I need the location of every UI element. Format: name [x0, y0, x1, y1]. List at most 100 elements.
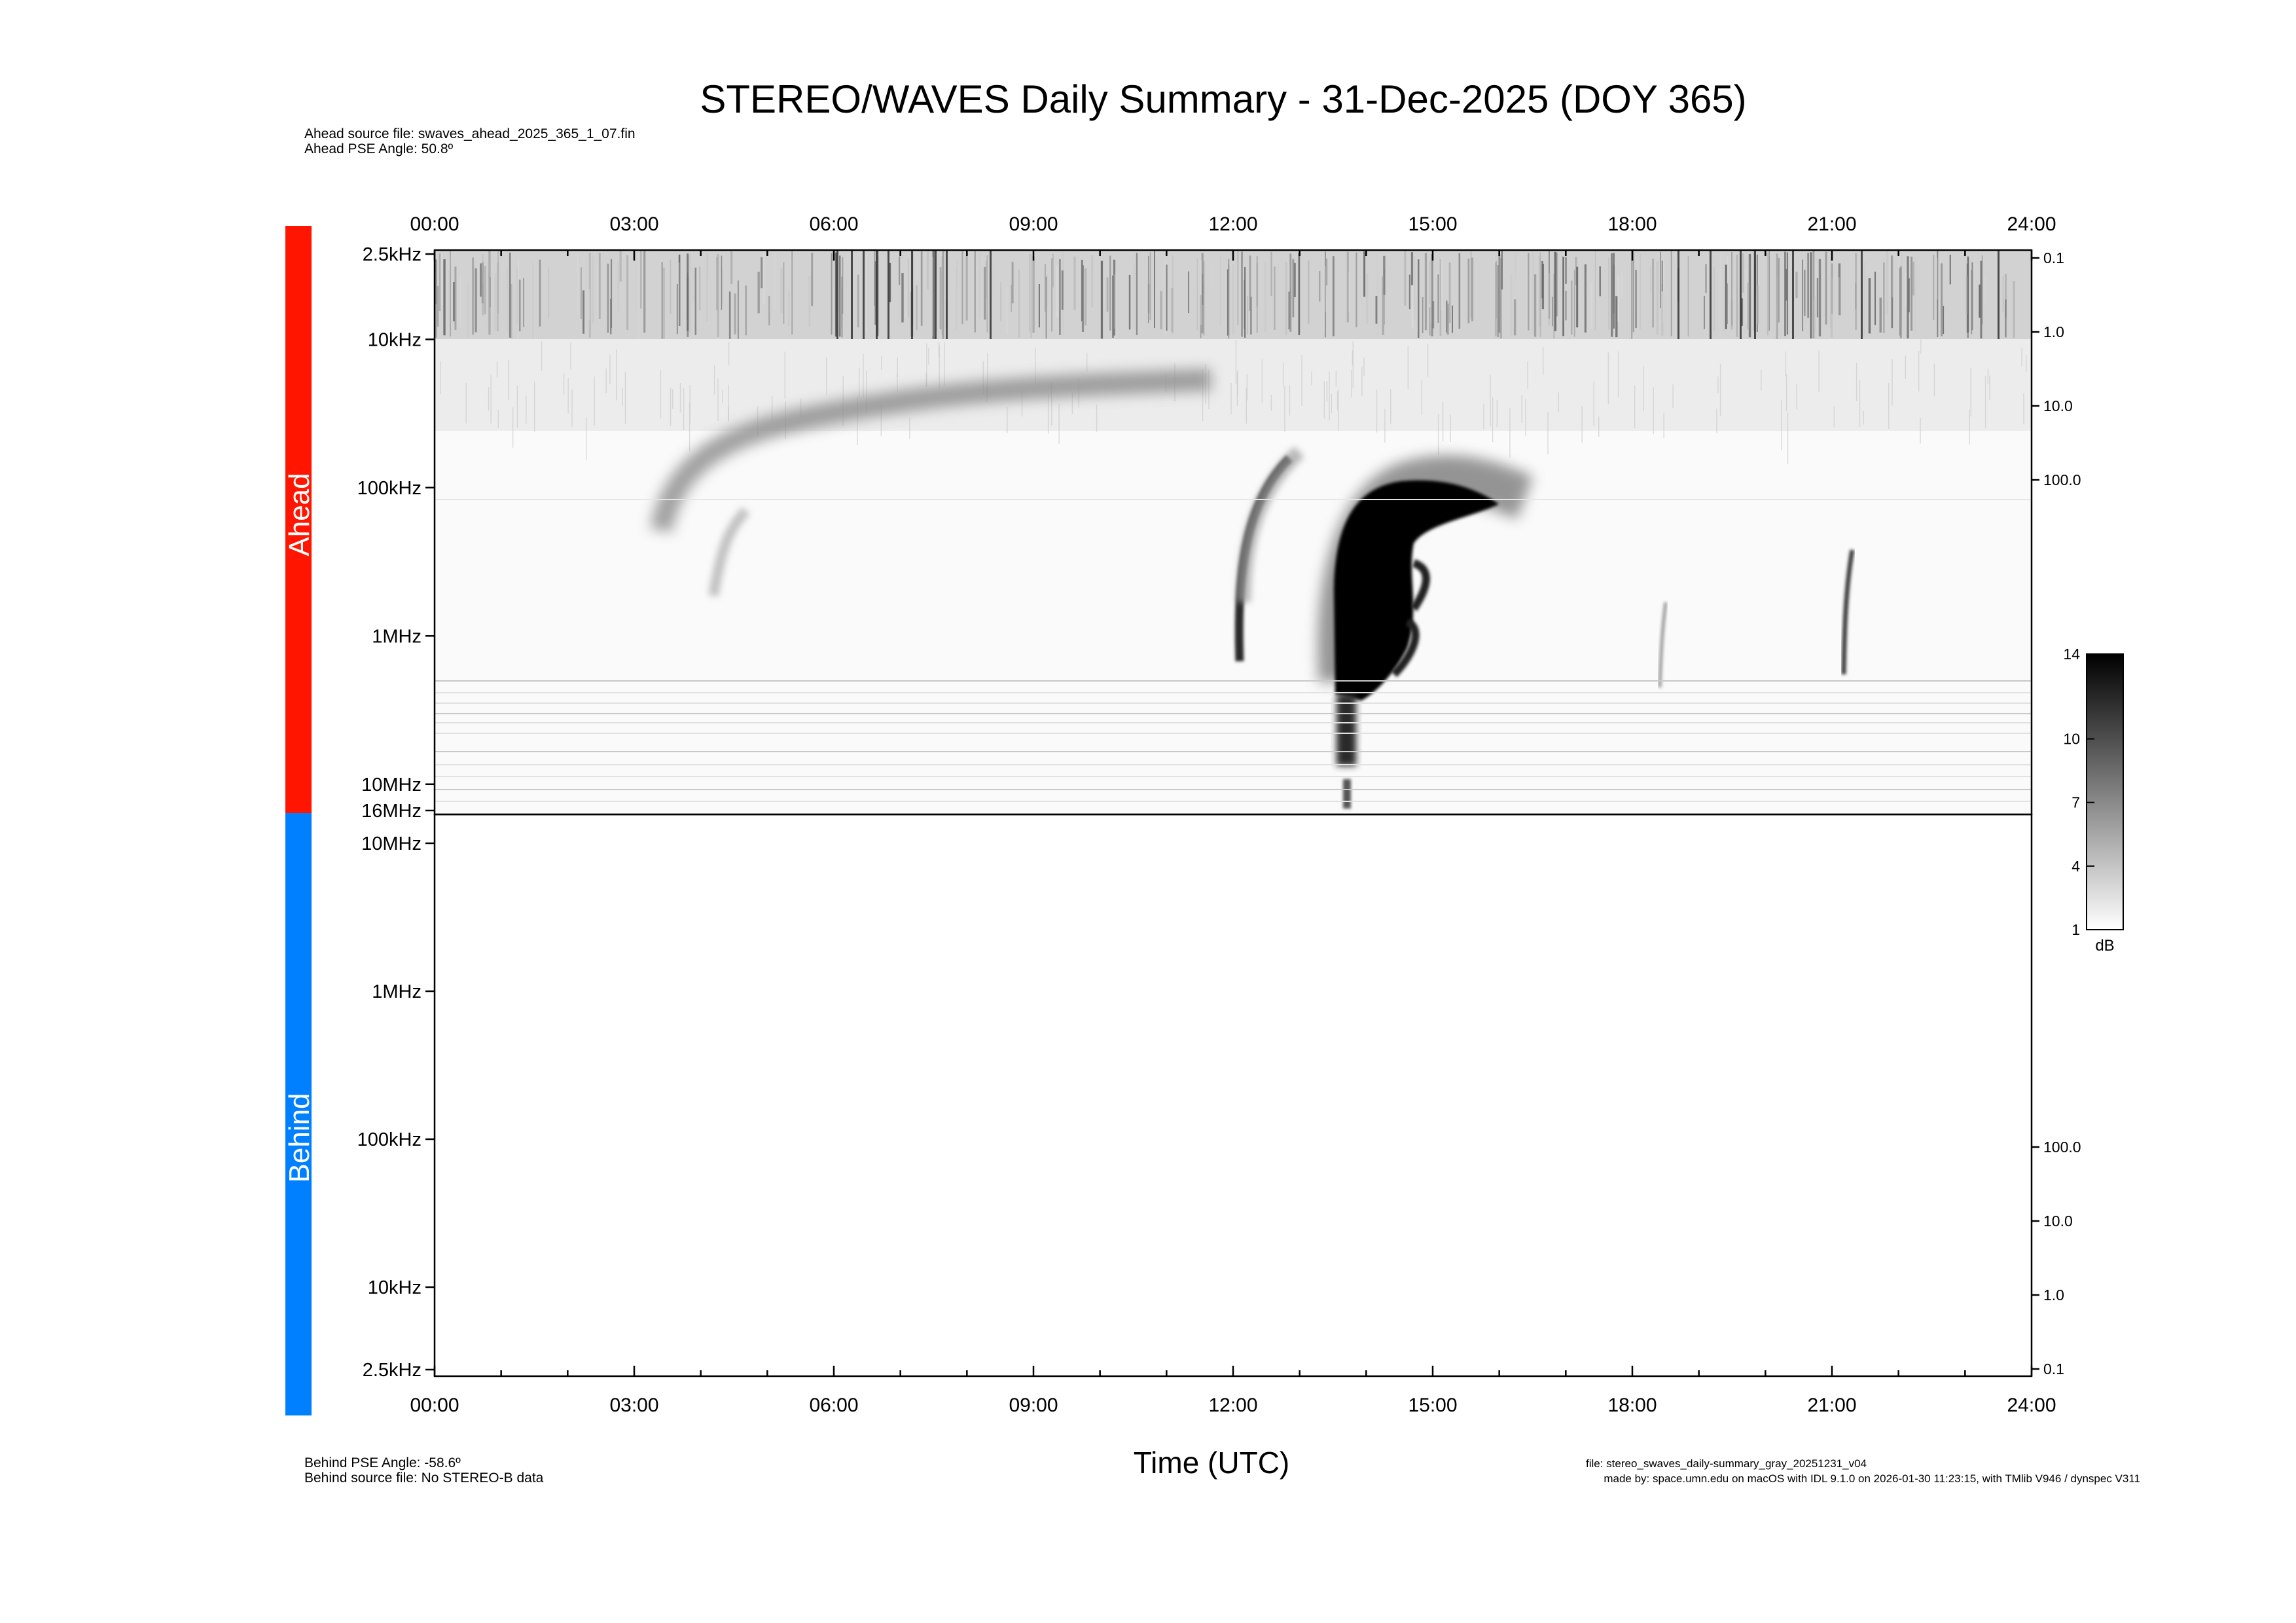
noise-streak: [1747, 282, 1749, 330]
noise-streak-mid: [1672, 384, 1674, 408]
noise-streak: [459, 276, 461, 328]
noise-streak: [1346, 251, 1349, 323]
noise-streak: [1565, 257, 1567, 284]
noise-streak: [1863, 250, 1865, 308]
noise-streak: [583, 290, 584, 334]
noise-streak-mid: [497, 410, 499, 428]
noise-streak: [1160, 291, 1162, 330]
noise-streak: [1656, 261, 1659, 335]
noise-streak-mid: [1607, 352, 1609, 404]
noise-streak: [1092, 266, 1094, 312]
noise-streak-mid: [1859, 380, 1861, 427]
noise-streak: [1528, 253, 1530, 331]
noise-streak: [475, 268, 477, 333]
noise-streak-mid: [713, 365, 715, 395]
noise-streak: [961, 251, 963, 325]
behind-freq-tick-label: 10MHz: [361, 833, 422, 854]
noise-streak: [1650, 265, 1651, 293]
noise-streak: [985, 260, 987, 298]
time-axis-top: 00:00 03:00 06:00 09:00 12:00 15:00 18:00 21:00…: [410, 213, 2056, 261]
noise-streak: [834, 252, 837, 337]
noise-streak-mid: [609, 354, 611, 384]
noise-streak: [1431, 254, 1433, 337]
noise-streak: [1584, 264, 1587, 333]
noise-streak: [791, 251, 793, 335]
noise-streak-mid: [1617, 351, 1619, 397]
noise-streak: [1967, 256, 1969, 338]
ahead-lowfreq-noise-band: [435, 250, 2032, 339]
noise-streak: [706, 253, 709, 322]
noise-streak: [898, 252, 901, 325]
noise-streak-strong: [946, 250, 948, 339]
noise-streak-strong: [990, 250, 992, 339]
noise-streak: [780, 268, 783, 313]
noise-streak-mid: [1509, 408, 1511, 458]
noise-streak-mid: [440, 361, 441, 394]
noise-streak: [721, 255, 723, 310]
noise-streak: [956, 259, 959, 288]
noise-streak-mid: [689, 384, 691, 424]
noise-streak: [1408, 274, 1411, 310]
noise-streak-mid: [512, 407, 514, 448]
noise-streak: [1907, 256, 1909, 338]
noise-streak: [1366, 273, 1369, 325]
noise-streak: [1741, 298, 1744, 326]
noise-streak-mid: [1311, 371, 1312, 386]
noise-streak: [1363, 251, 1366, 297]
noise-streak: [1106, 277, 1109, 312]
behind-right-tick-label: 0.1: [2043, 1360, 2064, 1377]
noise-streak: [905, 287, 908, 319]
noise-streak: [1778, 257, 1780, 323]
noise-streak: [1514, 252, 1516, 280]
ahead-freq-tick-label: 2.5kHz: [363, 244, 422, 265]
noise-streak: [1971, 270, 1973, 335]
noise-streak: [908, 259, 909, 318]
noise-streak: [1452, 305, 1453, 333]
noise-streak: [1227, 269, 1229, 336]
noise-streak-mid: [1920, 417, 1921, 444]
noise-streak: [2002, 275, 2004, 312]
noise-streak-mid: [1246, 388, 1247, 424]
ahead-right-tick-label: 100.0: [2043, 471, 2081, 488]
noise-streak: [1538, 255, 1541, 327]
noise-streak: [1786, 252, 1789, 335]
noise-streak: [1147, 255, 1149, 323]
noise-streak: [1899, 268, 1901, 336]
colorbar-tick-label: 1: [2072, 921, 2080, 938]
noise-streak-mid: [925, 373, 927, 387]
noise-streak-mid: [496, 361, 498, 378]
noise-streak: [1232, 264, 1234, 335]
noise-streak-mid: [880, 405, 882, 436]
noise-streak: [1414, 257, 1416, 319]
noise-streak: [842, 257, 844, 314]
noise-streak: [1061, 270, 1064, 310]
noise-streak: [932, 250, 935, 339]
noise-streak-mid: [1071, 392, 1073, 414]
noise-streak: [1661, 261, 1663, 292]
noise-streak: [1717, 269, 1720, 337]
noise-streak: [1943, 306, 1945, 335]
noise-streak: [1485, 262, 1486, 337]
noise-streak-mid: [488, 387, 490, 410]
behind-side-label: Behind: [283, 1093, 315, 1182]
noise-streak: [1541, 261, 1542, 337]
noise-streak-strong: [1792, 250, 1794, 339]
noise-streak: [1249, 255, 1251, 311]
noise-streak: [757, 272, 760, 314]
noise-streak: [1085, 268, 1087, 326]
behind-source-file: Behind source file: No STEREO-B data: [304, 1470, 544, 1486]
noise-streak-strong: [888, 250, 889, 339]
behind-panel-frame: [433, 813, 2033, 1377]
noise-streak: [1757, 285, 1759, 325]
noise-streak: [1510, 274, 1513, 336]
noise-streak: [1768, 250, 1770, 331]
noise-streak-mid: [616, 349, 617, 401]
noise-streak: [1325, 258, 1328, 285]
noise-streak: [1029, 253, 1031, 333]
noise-streak: [1115, 273, 1118, 338]
noise-streak: [450, 251, 451, 337]
noise-streak-mid: [1490, 374, 1491, 427]
noise-streak-mid: [1230, 383, 1232, 414]
noise-streak: [490, 277, 491, 308]
noise-streak: [1166, 264, 1168, 331]
